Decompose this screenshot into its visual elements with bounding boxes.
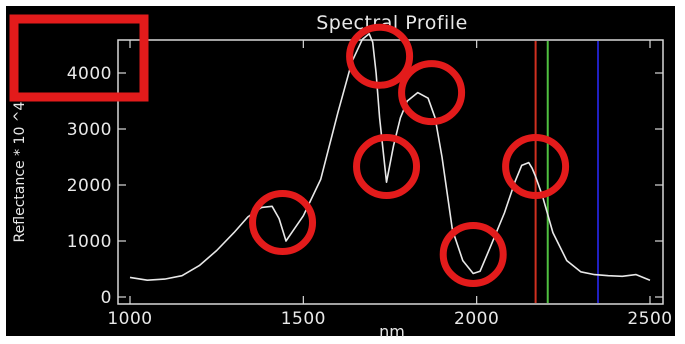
annotation-circle	[353, 134, 421, 200]
annotation-circle	[346, 23, 414, 89]
y-tick-label: 3000	[67, 120, 112, 140]
highlight-box	[9, 14, 149, 102]
x-tick-label: 1500	[281, 309, 326, 329]
chart-title: Spectral Profile	[316, 12, 468, 34]
y-tick-label: 2000	[67, 176, 112, 196]
plot-axes-box	[117, 39, 664, 305]
annotation-circle	[249, 190, 317, 256]
y-tick-label: 4000	[67, 64, 112, 84]
x-tick-label: 1000	[107, 309, 152, 329]
x-tick-label: 2000	[454, 309, 499, 329]
annotation-circle	[398, 60, 466, 126]
x-tick-label: 2500	[627, 309, 672, 329]
x-axis-label: nm	[379, 322, 405, 341]
annotation-circle	[439, 221, 507, 287]
y-axis-ticks: 0 1000 2000 3000 4000	[67, 64, 663, 308]
y-tick-label: 1000	[67, 232, 112, 252]
y-tick-label: 0	[101, 288, 112, 308]
x-axis-ticks: 1000 1500 2000 2500	[107, 40, 672, 329]
annotation-circles	[249, 23, 570, 287]
vertical-marker-lines	[534, 41, 599, 303]
plot-window	[6, 6, 675, 336]
y-axis-label: Reflectance * 10 ^4	[12, 101, 28, 242]
annotation-circle	[502, 134, 570, 200]
